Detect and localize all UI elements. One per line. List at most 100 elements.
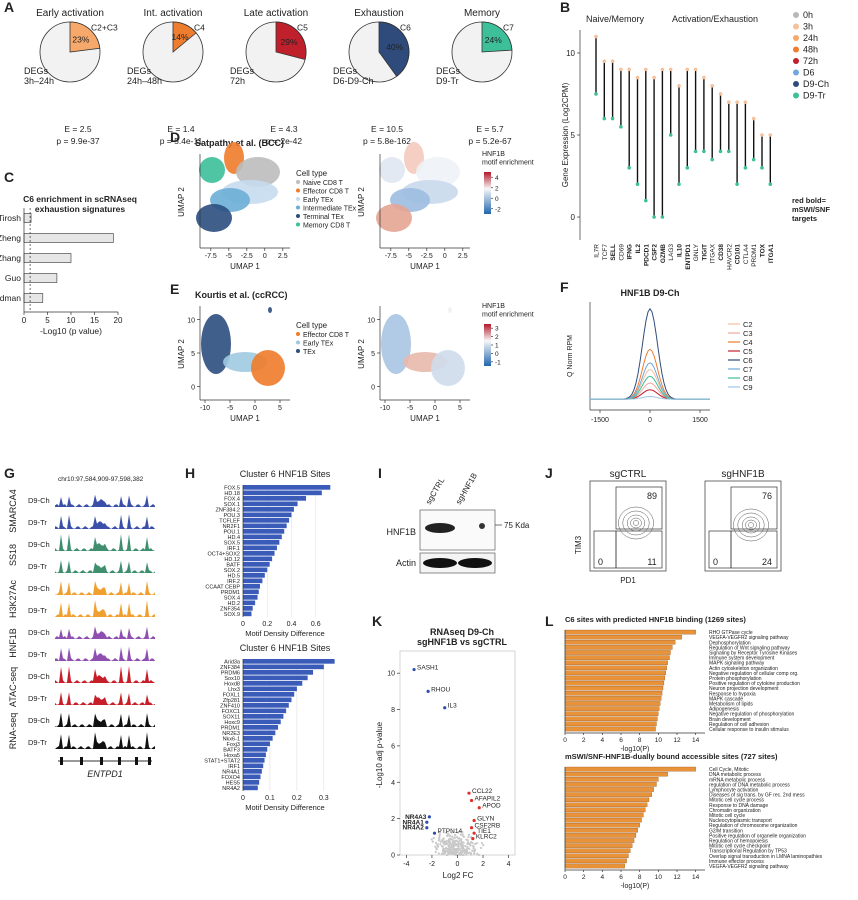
background-point: [434, 841, 438, 844]
bar: [243, 595, 258, 600]
bar: [564, 640, 676, 645]
colorbar-tick-label: 1: [495, 343, 499, 350]
bar: [564, 650, 671, 655]
legend-marker: [793, 23, 799, 30]
x-tick-label: 0.2: [292, 795, 302, 802]
gene-label: CD101: [735, 244, 742, 265]
note: red bold=: [792, 196, 827, 205]
term-label: Regulation of hemopoiesis: [709, 839, 768, 845]
panel-f: HNF1B D9-ChQ Norm RPM-1500 0 1500C2C3C4C5C…: [567, 288, 753, 424]
bar: [564, 645, 673, 650]
expression-high: [677, 83, 681, 88]
term-label: Response to hypoxia: [709, 691, 756, 697]
row-label: D9-Ch: [28, 628, 50, 637]
item-label: SOX.5: [224, 541, 240, 547]
colorbar: [484, 324, 491, 366]
coverage-track: [55, 692, 155, 705]
expression-low: [652, 215, 656, 219]
background-point: [476, 852, 479, 855]
panel-j: sgCTRL 89 0 11 sgHNF1B 76 0 24 TIM3 PD1: [574, 469, 782, 585]
bar: [243, 686, 297, 692]
gene-label: LAG3: [668, 244, 675, 261]
bar: [564, 807, 646, 813]
gene-label: IL3: [448, 703, 457, 710]
expression-low: [685, 166, 690, 170]
x-tick-label: -1500: [591, 417, 609, 424]
bar: [243, 725, 279, 730]
background-point: [460, 838, 463, 841]
background-point: [461, 830, 464, 834]
legend-label: C4: [743, 338, 753, 347]
bar: [243, 681, 303, 686]
density-contour: [630, 517, 642, 529]
background-point: [462, 841, 465, 844]
coverage-track: [55, 534, 155, 551]
colorbar-title: HNF1B: [482, 303, 505, 310]
x-tick-label: 4: [601, 874, 605, 881]
density-contour: [618, 506, 654, 540]
gene-label: IFNG: [627, 244, 634, 260]
bar: [564, 838, 635, 843]
umap-cells: [376, 204, 412, 232]
y-tick-label: 10: [367, 317, 375, 324]
legend-marker: [296, 205, 300, 210]
background-point: [436, 843, 439, 847]
legend-marker: [296, 222, 300, 227]
bar: [243, 611, 252, 617]
pie-title: Exhaustion: [354, 8, 403, 19]
colorbar-tick-label: 4: [495, 175, 499, 182]
expression-high: [594, 34, 598, 39]
x-tick-label: 0.1: [265, 795, 275, 802]
pie-title: Memory: [464, 8, 500, 19]
bar: [564, 843, 633, 848]
bar: [564, 863, 625, 869]
track-name: ATAC-seq: [8, 667, 18, 707]
item-label: Foxj3: [227, 742, 240, 748]
pie-value-label: 40%: [386, 42, 403, 52]
term-label: Brain development: [709, 717, 751, 723]
gene-point: [412, 667, 416, 672]
row-label: Actin: [396, 558, 416, 568]
pie-slice-label: C5: [297, 22, 308, 32]
y-tick-label: 10: [566, 49, 575, 58]
bar: [23, 273, 58, 283]
item-label: SOX.9: [224, 612, 240, 618]
gene-label: SELL: [610, 244, 617, 261]
legend-marker: [296, 197, 300, 201]
x-tick-label: 6: [619, 737, 623, 744]
legend-label: Early TEx: [303, 341, 334, 348]
row-label: D9-Ch: [28, 496, 50, 505]
x-tick-label: 0: [22, 316, 27, 325]
item-label: BATF3: [223, 748, 240, 754]
y-tick-label: 5: [571, 131, 576, 140]
legend-label: 24h: [803, 33, 818, 43]
legend-label: Early TEx: [303, 197, 334, 204]
coverage-track: [55, 580, 155, 595]
pie-value-label: 24%: [485, 35, 502, 45]
x-axis-label: -Log10 (p value): [40, 326, 102, 336]
background-point: [435, 848, 438, 851]
gene-name: ENTPD1: [87, 769, 123, 779]
expression-low: [668, 133, 673, 137]
background-point: [474, 842, 477, 846]
gene-label: SASH1: [417, 665, 439, 672]
row-label: D9-Ch: [28, 540, 50, 549]
term-label: VEGFA-VEGFR2 signaling pathway: [709, 864, 789, 870]
gene-label: IL7R: [594, 244, 601, 258]
background-point: [446, 853, 449, 857]
bar: [564, 792, 652, 797]
legend-label: C8: [743, 374, 753, 383]
term-label: MAPK cascade: [709, 696, 743, 702]
track-name: SS18: [8, 544, 18, 566]
x-axis-label: Motif Density Difference: [245, 629, 324, 638]
gene-point: [469, 798, 474, 803]
gene-label: KLRC2: [476, 834, 497, 841]
x-tick-label: 2: [582, 874, 586, 881]
panel-letter: D: [170, 129, 180, 145]
row-label: D9-Tr: [28, 738, 47, 747]
expression-high: [610, 59, 615, 63]
